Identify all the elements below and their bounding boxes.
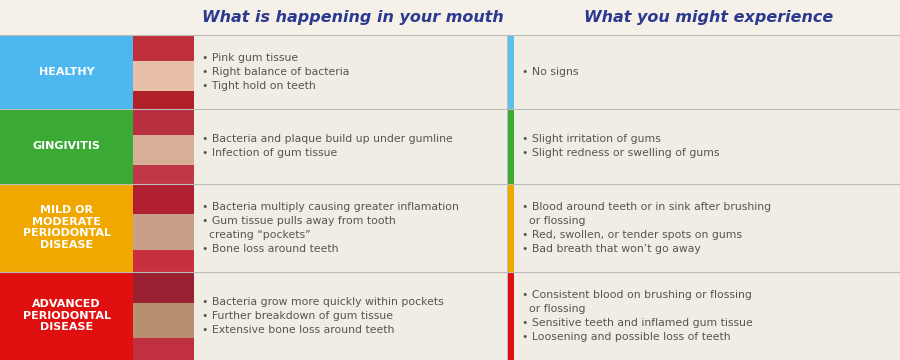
Bar [0,35,133,109]
Text: or flossing: or flossing [521,304,585,314]
Text: ADVANCED
PERIODONTAL
DISEASE: ADVANCED PERIODONTAL DISEASE [22,299,111,333]
Bar [194,272,900,360]
Text: • Extensive bone loss around teeth: • Extensive bone loss around teeth [202,325,394,335]
Bar [133,184,194,215]
Text: • Slight irritation of gums: • Slight irritation of gums [521,134,661,144]
Text: GINGIVITIS: GINGIVITIS [32,141,101,152]
Bar [133,250,194,272]
Bar [133,165,194,184]
Bar [133,61,194,91]
Bar [133,91,194,109]
Bar [508,109,514,184]
Text: • Tight hold on teeth: • Tight hold on teeth [202,81,316,91]
Text: • Further breakdown of gum tissue: • Further breakdown of gum tissue [202,311,393,321]
Bar [133,109,194,135]
Bar [133,272,194,303]
Text: HEALTHY: HEALTHY [39,67,94,77]
Text: • Consistent blood on brushing or flossing: • Consistent blood on brushing or flossi… [521,290,751,300]
Text: What you might experience: What you might experience [584,10,833,25]
Text: • Bacteria and plaque build up under gumline: • Bacteria and plaque build up under gum… [202,134,453,144]
Bar [133,215,194,250]
Bar [508,184,514,272]
Bar [194,184,900,272]
Text: or flossing: or flossing [521,216,585,226]
Text: • Right balance of bacteria: • Right balance of bacteria [202,67,349,77]
Text: • Pink gum tissue: • Pink gum tissue [202,53,298,63]
Bar [133,303,194,338]
Text: • Red, swollen, or tender spots on gums: • Red, swollen, or tender spots on gums [521,230,742,240]
Bar [133,35,194,61]
Text: • Gum tissue pulls away from tooth: • Gum tissue pulls away from tooth [202,216,396,226]
Bar [133,135,194,165]
Bar [0,184,133,272]
Text: • Bacteria multiply causing greater inflamation: • Bacteria multiply causing greater infl… [202,202,459,212]
Bar [508,272,514,360]
Bar [194,109,900,184]
Bar [508,35,514,109]
Text: • Blood around teeth or in sink after brushing: • Blood around teeth or in sink after br… [521,202,770,212]
Text: • Infection of gum tissue: • Infection of gum tissue [202,148,338,158]
Text: • Sensitive teeth and inflamed gum tissue: • Sensitive teeth and inflamed gum tissu… [521,318,752,328]
Text: • Bad breath that won’t go away: • Bad breath that won’t go away [521,244,700,254]
Text: • Bacteria grow more quickly within pockets: • Bacteria grow more quickly within pock… [202,297,444,307]
Text: creating “pockets”: creating “pockets” [202,230,310,240]
Text: • Slight redness or swelling of gums: • Slight redness or swelling of gums [521,148,719,158]
Text: MILD OR
MODERATE
PERIODONTAL
DISEASE: MILD OR MODERATE PERIODONTAL DISEASE [22,205,111,250]
Bar [0,109,133,184]
Bar [0,272,133,360]
Text: • Bone loss around teeth: • Bone loss around teeth [202,244,338,254]
Text: What is happening in your mouth: What is happening in your mouth [202,10,504,25]
Text: • No signs: • No signs [521,67,578,77]
Text: • Loosening and possible loss of teeth: • Loosening and possible loss of teeth [521,332,730,342]
Bar [133,338,194,360]
Bar [194,35,900,109]
